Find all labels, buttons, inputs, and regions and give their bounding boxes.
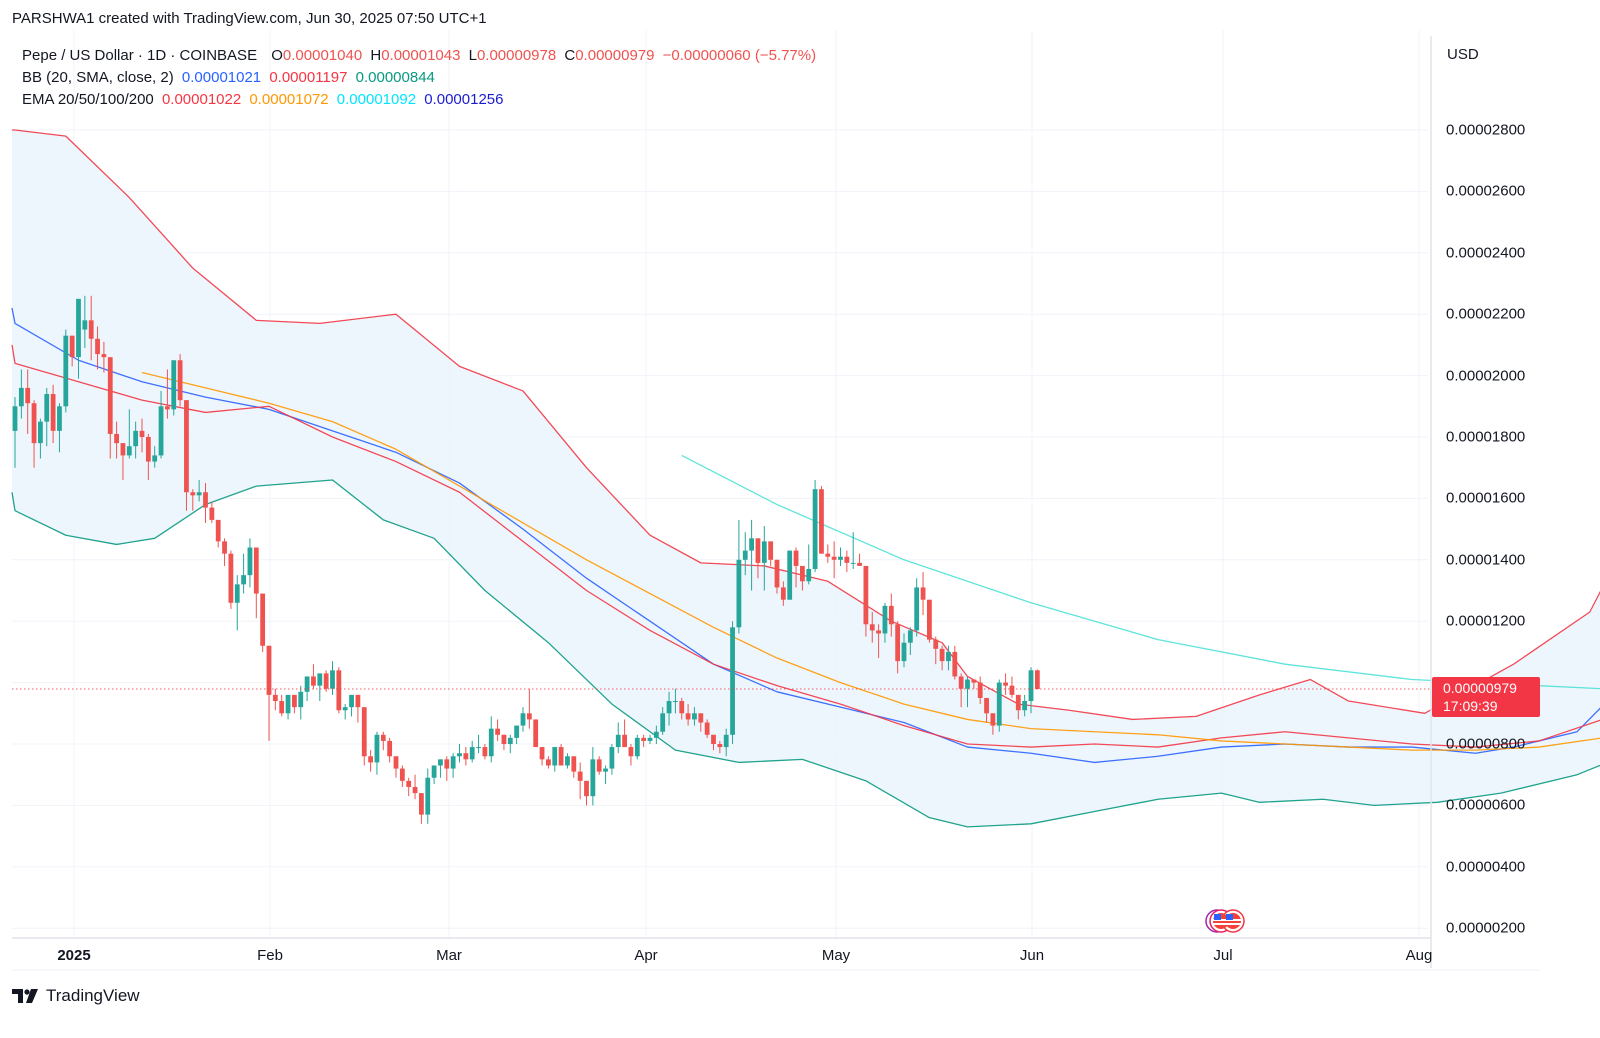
price-tick-label: 0.00001400 bbox=[1446, 551, 1526, 569]
ema20-value: 0.00001022 bbox=[161, 91, 242, 108]
price-tick-label: 0.00002000 bbox=[1446, 367, 1526, 385]
change-value: −0.00000060 (−5.77%) bbox=[662, 47, 817, 64]
legend-symbol-row[interactable]: Pepe / US Dollar · 1D · COINBASE O0.0000… bbox=[22, 45, 820, 67]
symbol-title[interactable]: Pepe / US Dollar · 1D · COINBASE bbox=[22, 47, 258, 64]
tradingview-mark-icon bbox=[12, 989, 38, 1003]
bar-countdown: 17:09:39 bbox=[1443, 698, 1498, 714]
time-tick-label: Apr bbox=[634, 947, 658, 964]
legend-ema-row[interactable]: EMA 20/50/100/200 0.00001022 0.00001072 … bbox=[22, 89, 820, 111]
ema-label[interactable]: EMA 20/50/100/200 bbox=[22, 91, 154, 108]
tradingview-logo[interactable]: TradingView bbox=[12, 986, 140, 1006]
high-key: H bbox=[370, 47, 382, 64]
price-tick-label: 0.00002200 bbox=[1446, 305, 1526, 323]
high-value: 0.00001043 bbox=[381, 47, 461, 64]
bollinger-band-fill bbox=[12, 130, 1600, 827]
time-tick-label: Feb bbox=[257, 947, 283, 964]
open-value: 0.00001040 bbox=[282, 47, 363, 64]
low-value: 0.00000978 bbox=[476, 47, 557, 64]
price-tick-label: 0.00002400 bbox=[1446, 244, 1526, 262]
economic-event-flag-icon[interactable] bbox=[1203, 908, 1249, 934]
close-key: C bbox=[564, 47, 576, 64]
indicator-lines bbox=[11, 129, 1600, 828]
bb-basis-value: 0.00001021 bbox=[181, 69, 262, 86]
last-price-value: 0.00000979 bbox=[1443, 680, 1517, 696]
time-tick-label: Jul bbox=[1213, 947, 1233, 964]
bb-lower-value: 0.00000844 bbox=[355, 69, 435, 86]
price-tick-label: 0.00002600 bbox=[1446, 182, 1526, 200]
price-tick-label: 0.00000200 bbox=[1446, 919, 1526, 937]
price-tick-label: 0.00000600 bbox=[1446, 796, 1526, 814]
close-value: 0.00000979 bbox=[575, 47, 655, 64]
legend-bb-row[interactable]: BB (20, SMA, close, 2) 0.00001021 0.0000… bbox=[22, 67, 820, 89]
currency-label[interactable]: USD bbox=[1447, 46, 1479, 63]
time-tick-label: May bbox=[821, 947, 851, 964]
price-tick-label: 0.00001800 bbox=[1446, 428, 1526, 446]
price-tick-label: 0.00002800 bbox=[1446, 121, 1526, 139]
ema100-value: 0.00001092 bbox=[336, 91, 417, 108]
ema200-value: 0.00001256 bbox=[424, 91, 504, 108]
low-key: L bbox=[468, 47, 477, 64]
time-tick-label: Mar bbox=[436, 947, 462, 964]
chart-legend: Pepe / US Dollar · 1D · COINBASE O0.0000… bbox=[22, 45, 820, 111]
price-tick-label: 0.00001200 bbox=[1446, 612, 1526, 630]
time-tick-label: 2025 bbox=[57, 947, 91, 964]
chart-frame bbox=[12, 36, 1540, 971]
chart-attribution: PARSHWA1 created with TradingView.com, J… bbox=[12, 10, 487, 27]
price-tick-label: 0.00000400 bbox=[1446, 858, 1526, 876]
tradingview-brand: TradingView bbox=[46, 986, 140, 1005]
bb-upper-value: 0.00001197 bbox=[269, 69, 348, 86]
bb-label[interactable]: BB (20, SMA, close, 2) bbox=[22, 69, 174, 86]
price-tick-label: 0.00000800 bbox=[1446, 735, 1526, 753]
time-tick-label: Aug bbox=[1405, 947, 1433, 964]
ema50-value: 0.00001072 bbox=[249, 91, 329, 108]
open-key: O bbox=[271, 47, 283, 64]
price-tick-label: 0.00001600 bbox=[1446, 489, 1526, 507]
time-tick-label: Jun bbox=[1019, 947, 1045, 964]
candlestick-series bbox=[12, 295, 1040, 824]
last-price-tag: 0.00000979 17:09:39 bbox=[1432, 677, 1540, 717]
